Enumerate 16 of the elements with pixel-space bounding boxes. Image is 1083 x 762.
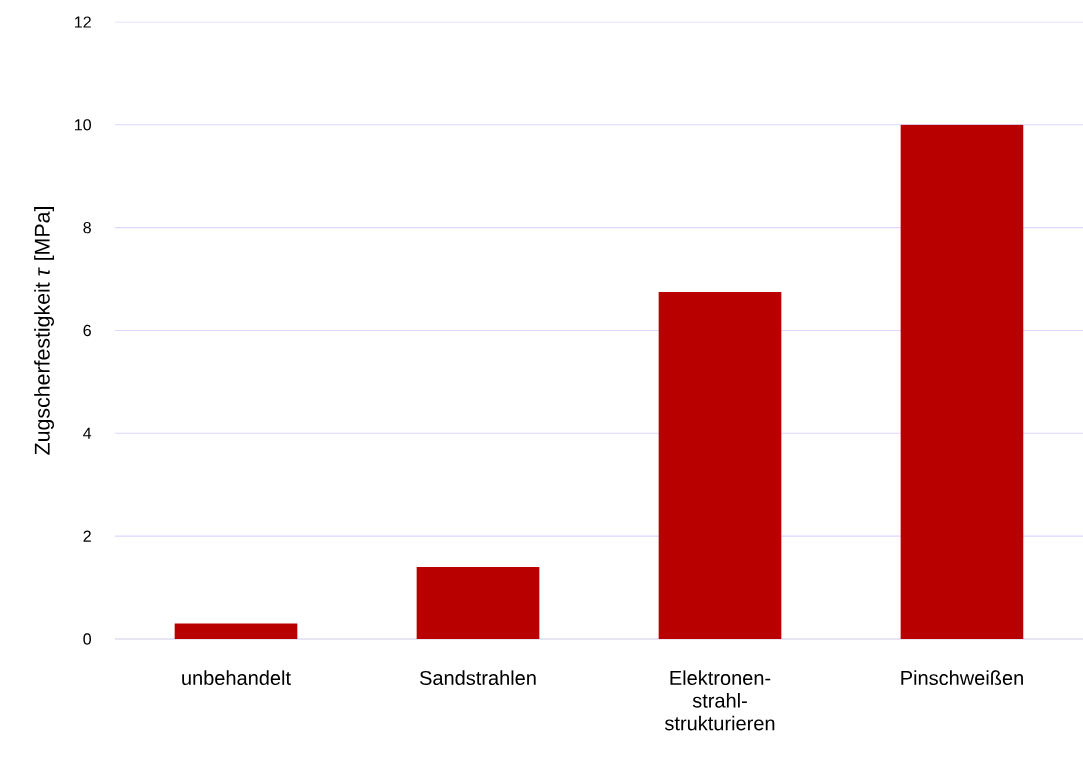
y-tick-label: 4 <box>83 427 92 439</box>
bar <box>416 567 540 639</box>
x-tick-label: unbehandelt <box>182 670 291 686</box>
x-tick-label: Sandstrahlen <box>419 670 536 686</box>
y-axis-title: Zugscherfestigkeit τ [MPa] <box>34 207 55 455</box>
x-tick-label: Elektronen-strahl-strukturieren <box>664 670 775 731</box>
y-tick-label: 6 <box>83 324 91 337</box>
bar <box>174 623 298 639</box>
bar <box>900 124 1024 639</box>
y-tick-label: 8 <box>83 221 91 234</box>
bar <box>658 291 782 639</box>
y-tick-label: 10 <box>75 119 92 131</box>
x-tick-label: Pinschweißen <box>901 670 1023 686</box>
y-tick-label: 0 <box>83 633 92 645</box>
y-tick-label: 12 <box>75 16 91 28</box>
y-tick-label: 2 <box>83 530 91 542</box>
